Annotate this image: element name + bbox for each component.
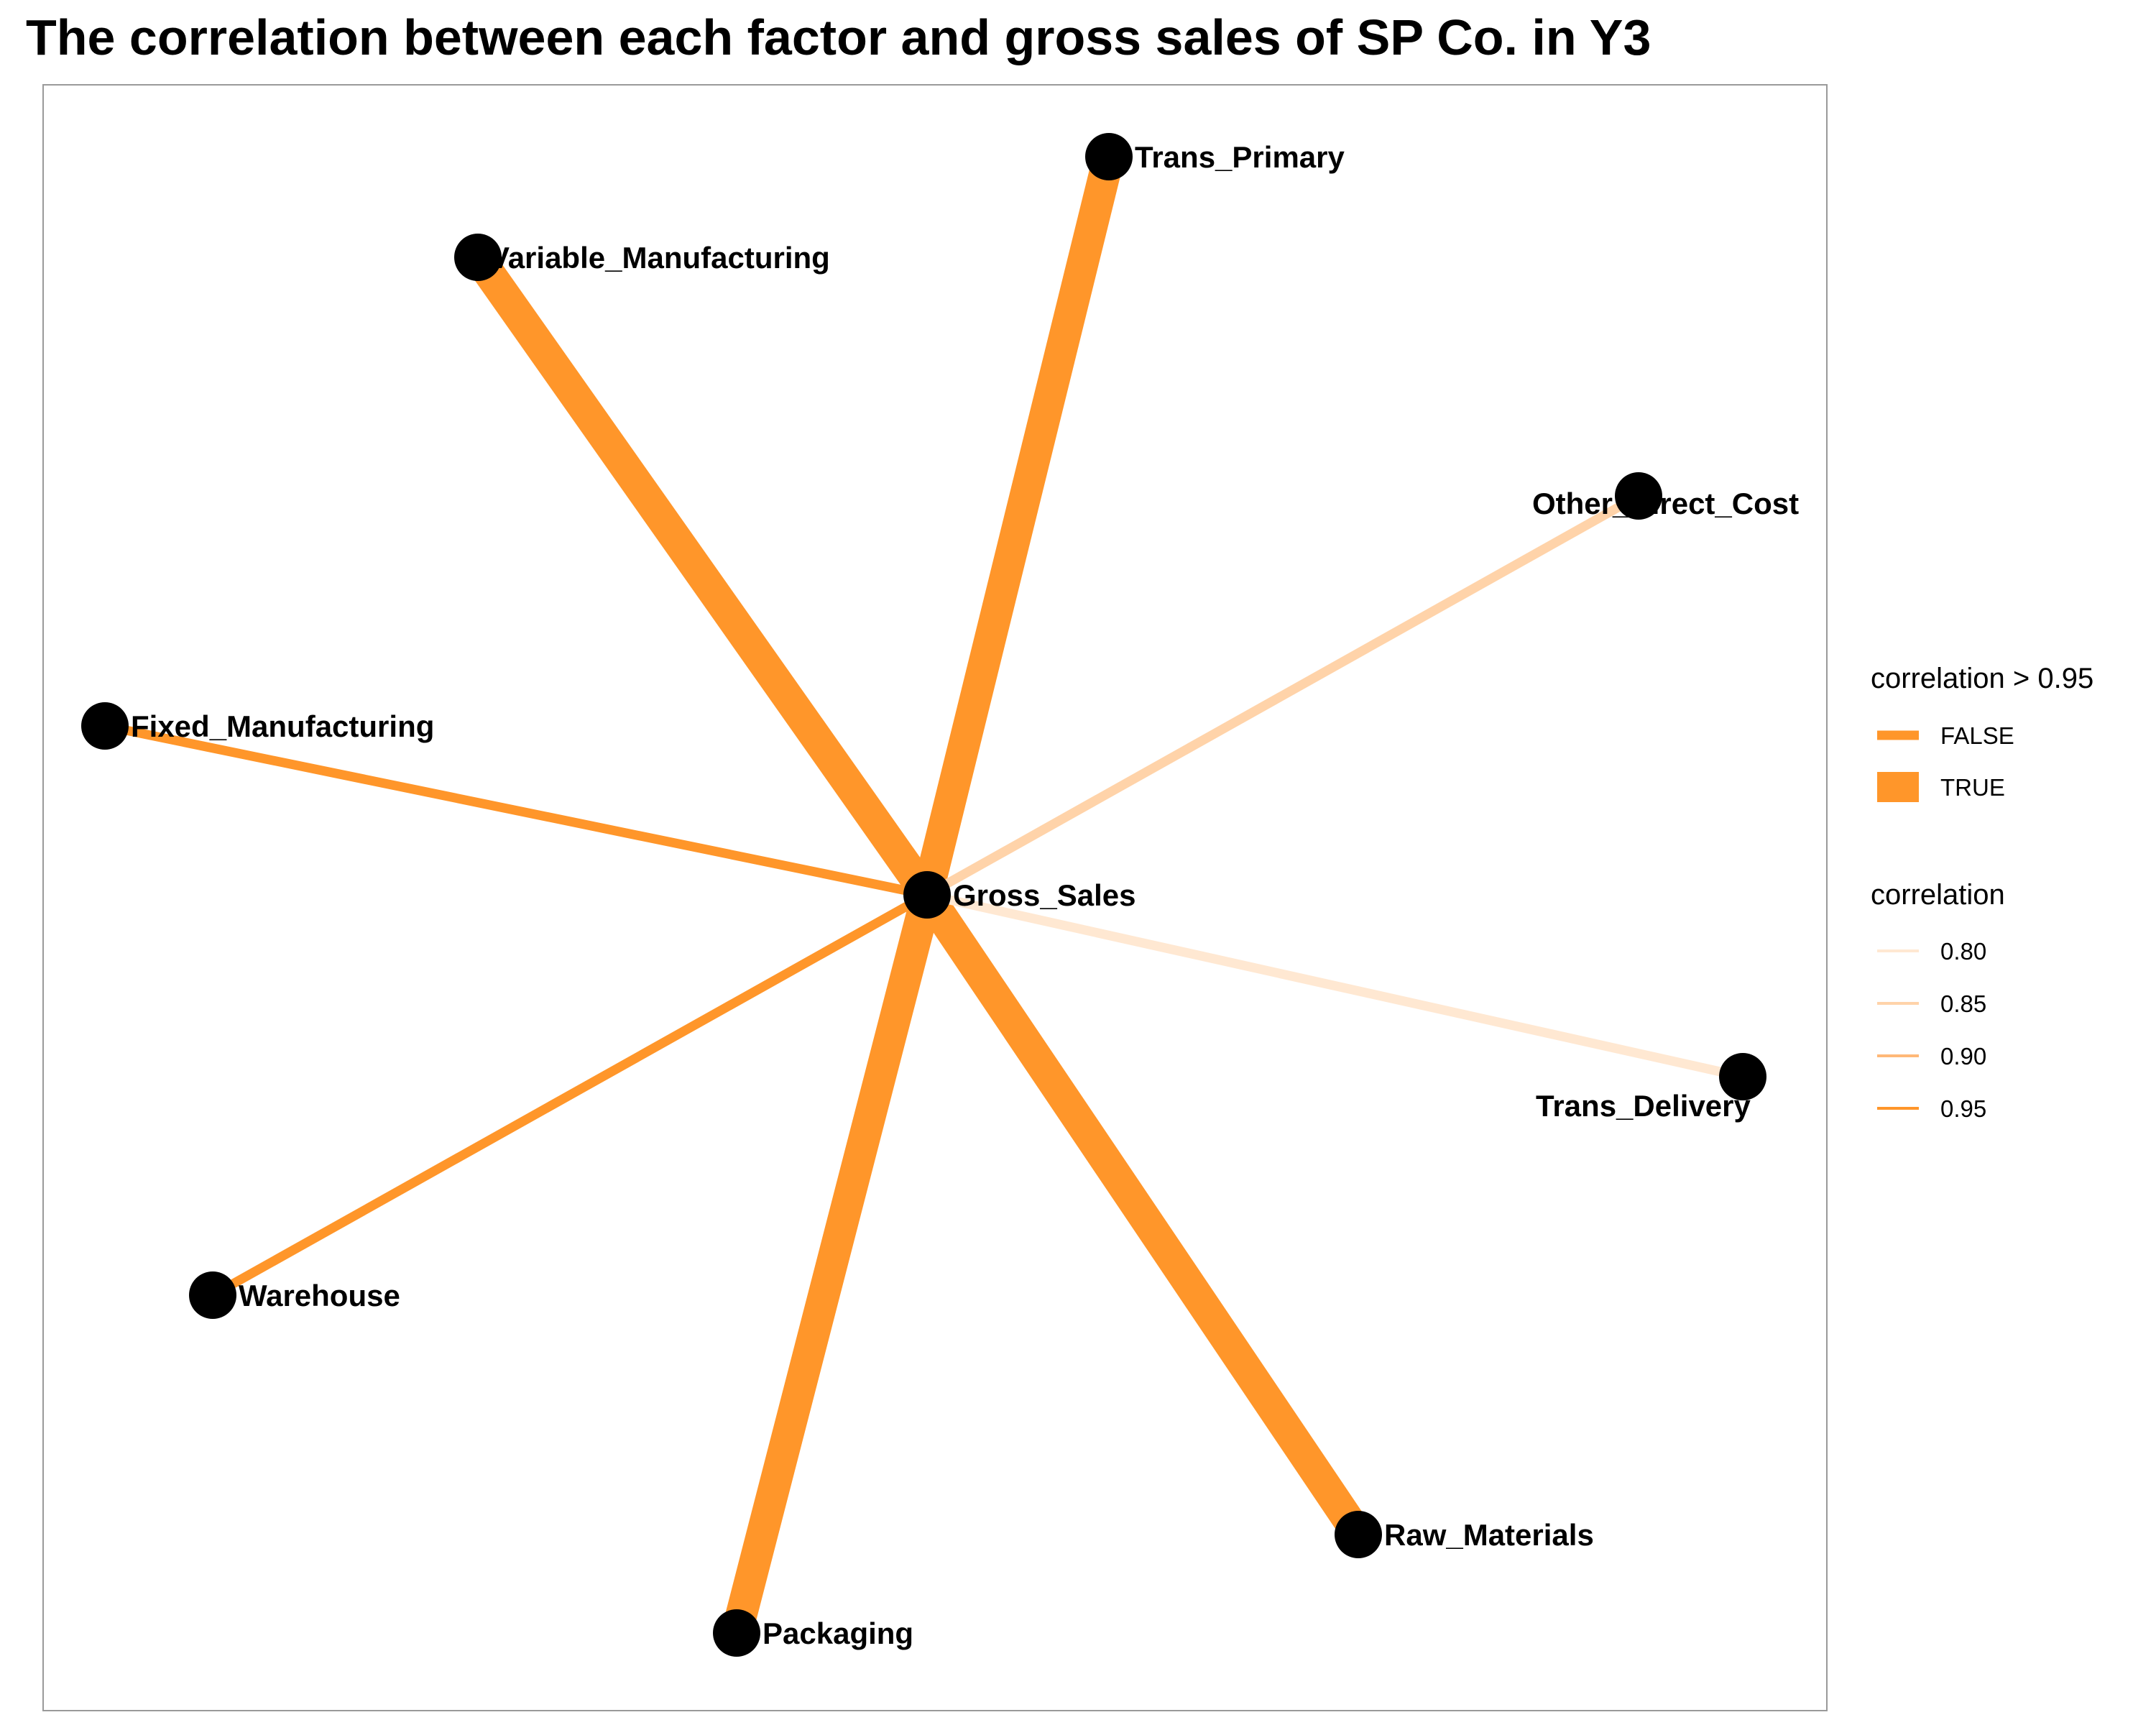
legend-color-label-090: 0.90 [1940, 1043, 1986, 1070]
node-trans-primary [1085, 133, 1133, 180]
node-variable-manufacturing [454, 234, 502, 281]
legend-color-title: correlation [1871, 879, 2005, 911]
edge-packaging [721, 891, 943, 1637]
edges-layer [103, 152, 1744, 1637]
node-label-warehouse: Warehouse [239, 1279, 400, 1312]
edge-variable-manufacturing [465, 248, 940, 904]
chart-title: The correlation between each factor and … [26, 9, 1651, 65]
node-label-other-direct-cost: Other_Direct_Cost [1532, 487, 1799, 520]
edge-warehouse [210, 891, 930, 1300]
edge-raw-materials [913, 886, 1372, 1544]
node-label-fixed-manufacturing: Fixed_Manufacturing [131, 709, 434, 743]
node-label-raw-materials: Raw_Materials [1384, 1518, 1594, 1552]
node-trans-delivery [1719, 1053, 1766, 1100]
plot-panel-border [42, 84, 1828, 1711]
node-raw-materials [1335, 1511, 1382, 1558]
nodes-layer [81, 133, 1766, 1657]
legend-color-label-095: 0.95 [1940, 1095, 1986, 1122]
legend-color-label-080: 0.80 [1940, 938, 1986, 965]
labels-layer: Gross_Sales Trans_Primary Variable_Manufac… [131, 140, 1799, 1650]
edge-trans-primary [911, 152, 1125, 899]
node-warehouse [189, 1271, 236, 1319]
node-label-packaging: Packaging [763, 1616, 913, 1650]
edge-fixed-manufacturing [103, 721, 929, 900]
node-label-trans-delivery: Trans_Delivery [1536, 1089, 1751, 1123]
node-other-direct-cost [1615, 472, 1662, 520]
node-label-variable-manufacturing: Variable_Manufacturing [489, 241, 830, 275]
legend-color-label-085: 0.85 [1940, 990, 1986, 1017]
edge-trans-delivery [926, 890, 1744, 1082]
node-label-gross-sales: Gross_Sales [953, 878, 1136, 912]
node-fixed-manufacturing [81, 702, 129, 750]
legend-size-label-true: TRUE [1940, 774, 2005, 801]
node-packaging [713, 1609, 760, 1657]
legend-size-label-false: FALSE [1940, 722, 2014, 749]
legend: correlation > 0.95 FALSE TRUE correlatio… [1871, 663, 2093, 1122]
legend-size-title: correlation > 0.95 [1871, 663, 2093, 694]
node-label-trans-primary: Trans_Primary [1135, 140, 1345, 174]
edge-other-direct-cost [924, 492, 1641, 899]
node-gross-sales [903, 871, 951, 919]
